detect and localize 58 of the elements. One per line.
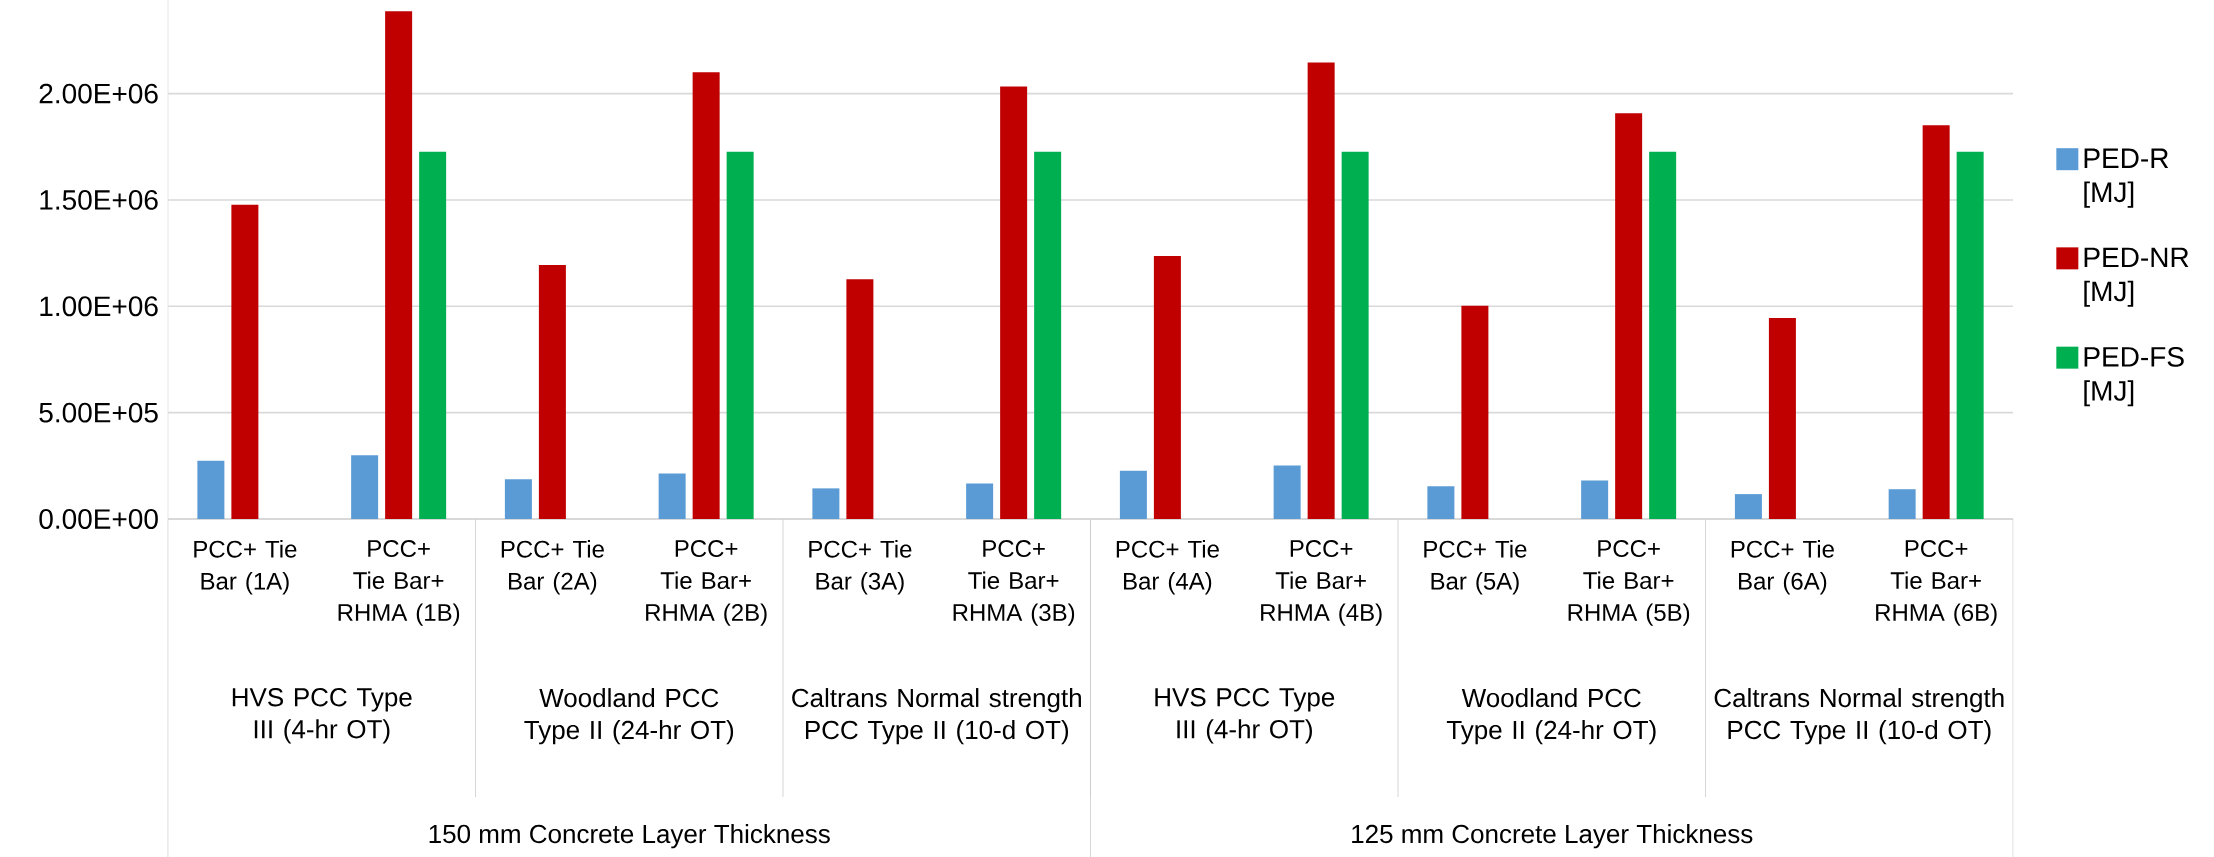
x-tick-label: PCC+ Tie Bar (1A) bbox=[194, 540, 297, 595]
text: HVS PCC Type III (4-hr OT) bbox=[232, 688, 412, 744]
y-tick-label: 2.00E+06 bbox=[39, 83, 158, 104]
x-tick-label: PCC+ Tie Bar+ RHMA (1B) bbox=[338, 540, 460, 626]
bar bbox=[1734, 494, 1762, 519]
legend-label: PED-FS [MJ] bbox=[2084, 346, 2184, 407]
bar bbox=[1273, 465, 1301, 519]
x-tick-label: PCC+ Tie Bar (4A) bbox=[1116, 540, 1219, 595]
bar bbox=[1427, 486, 1455, 519]
bar bbox=[1119, 470, 1147, 519]
x-tick-label: PCC+ Tie Bar (6A) bbox=[1731, 540, 1834, 595]
bar bbox=[1649, 151, 1677, 519]
bar bbox=[351, 455, 379, 519]
x-tick-label: PCC+ Tie Bar (2A) bbox=[501, 540, 604, 595]
bar bbox=[812, 488, 840, 519]
bar bbox=[1615, 113, 1643, 519]
bar bbox=[1461, 305, 1489, 519]
bar bbox=[1153, 256, 1181, 519]
bar bbox=[1000, 86, 1028, 519]
bar bbox=[726, 151, 754, 519]
text: 125 mm Concrete Layer Thickness bbox=[1352, 824, 1753, 849]
bar bbox=[1034, 151, 1062, 519]
bar bbox=[197, 460, 225, 519]
legend-label: PED-R [MJ] bbox=[2084, 148, 2169, 208]
bar bbox=[1956, 151, 1984, 519]
text: Woodland PCC Type II (24-hr OT) bbox=[1446, 688, 1656, 745]
x-tick-label: PCC+ Tie Bar+ RHMA (2B) bbox=[646, 540, 767, 626]
text: HVS PCC Type III (4-hr OT) bbox=[1155, 688, 1335, 744]
bar bbox=[1341, 151, 1369, 519]
bar bbox=[538, 265, 566, 519]
y-tick-label: 5.00E+05 bbox=[39, 402, 158, 423]
x-tick-label: PCC+ Tie Bar+ RHMA (3B) bbox=[953, 540, 1075, 626]
y-tick-label: 1.00E+06 bbox=[40, 296, 158, 317]
y-tick-label: 1.50E+06 bbox=[40, 190, 158, 210]
bar bbox=[504, 479, 532, 519]
x-tick-label: PCC+ Tie Bar+ RHMA (4B) bbox=[1261, 540, 1382, 626]
text: Caltrans Normal strength PCC Type II (10-d OT) bbox=[1714, 688, 2004, 745]
y-tick-label: 0.00E+00 bbox=[39, 509, 158, 529]
bar bbox=[966, 483, 994, 519]
bar bbox=[1768, 317, 1796, 519]
bar bbox=[1888, 489, 1916, 519]
bar bbox=[1581, 480, 1609, 519]
x-tick-label: PCC+ Tie Bar (5A) bbox=[1424, 540, 1527, 595]
text: Caltrans Normal strength PCC Type II (10-d OT) bbox=[792, 688, 1081, 745]
legend-label: PED-NR [MJ] bbox=[2084, 247, 2189, 307]
bar bbox=[846, 279, 874, 519]
text: 150 mm Concrete Layer Thickness bbox=[429, 824, 830, 849]
x-tick-label: PCC+ Tie Bar+ RHMA (5B) bbox=[1568, 540, 1690, 626]
text: Woodland PCC Type II (24-hr OT) bbox=[524, 688, 734, 745]
bar bbox=[1922, 125, 1950, 519]
bar bbox=[419, 151, 447, 519]
bar bbox=[658, 473, 686, 519]
x-tick-label: PCC+ Tie Bar (3A) bbox=[809, 540, 912, 595]
bar bbox=[231, 204, 259, 519]
bar bbox=[1307, 62, 1335, 519]
x-tick-label: PCC+ Tie Bar+ RHMA (6B) bbox=[1876, 540, 1997, 626]
bar bbox=[385, 11, 413, 519]
bar bbox=[692, 72, 720, 519]
